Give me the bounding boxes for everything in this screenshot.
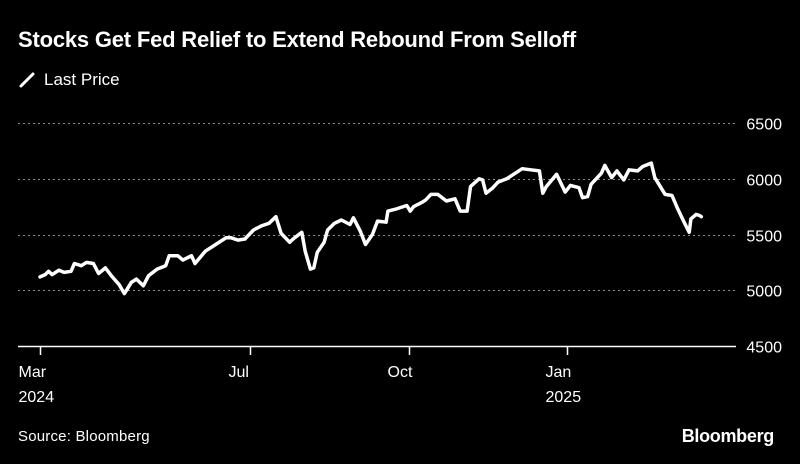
legend-label: Last Price bbox=[44, 70, 120, 89]
y-tick-label: 6500 bbox=[746, 117, 782, 134]
series-layer bbox=[38, 161, 704, 296]
y-tick-label: 6000 bbox=[746, 173, 782, 190]
x-tick-sublabel: 2025 bbox=[546, 389, 582, 406]
source-note: Source: Bloomberg bbox=[18, 428, 150, 445]
x-tick-label: Jan bbox=[546, 364, 572, 381]
y-tick-label: 5000 bbox=[746, 284, 782, 301]
legend: Last Price bbox=[18, 68, 120, 92]
brand-logo: Bloomberg bbox=[681, 426, 775, 446]
x-axis: Mar 2024 Jul Oct Jan 2025 bbox=[18, 345, 736, 406]
y-axis-labels: 4500 5000 5500 6000 6500 bbox=[746, 117, 782, 357]
y-tick-label: 4500 bbox=[746, 340, 782, 357]
gridlines bbox=[18, 123, 736, 291]
series-swatch-icon bbox=[19, 72, 35, 88]
x-tick-label: Oct bbox=[388, 364, 413, 381]
y-tick-label: 5500 bbox=[746, 229, 782, 246]
chart-title: Stocks Get Fed Relief to Extend Rebound … bbox=[18, 27, 576, 52]
x-tick-sublabel: 2024 bbox=[19, 389, 55, 406]
x-tick-label: Jul bbox=[229, 364, 249, 381]
x-tick-label: Mar bbox=[19, 364, 47, 381]
series-line-last-price bbox=[38, 161, 704, 296]
